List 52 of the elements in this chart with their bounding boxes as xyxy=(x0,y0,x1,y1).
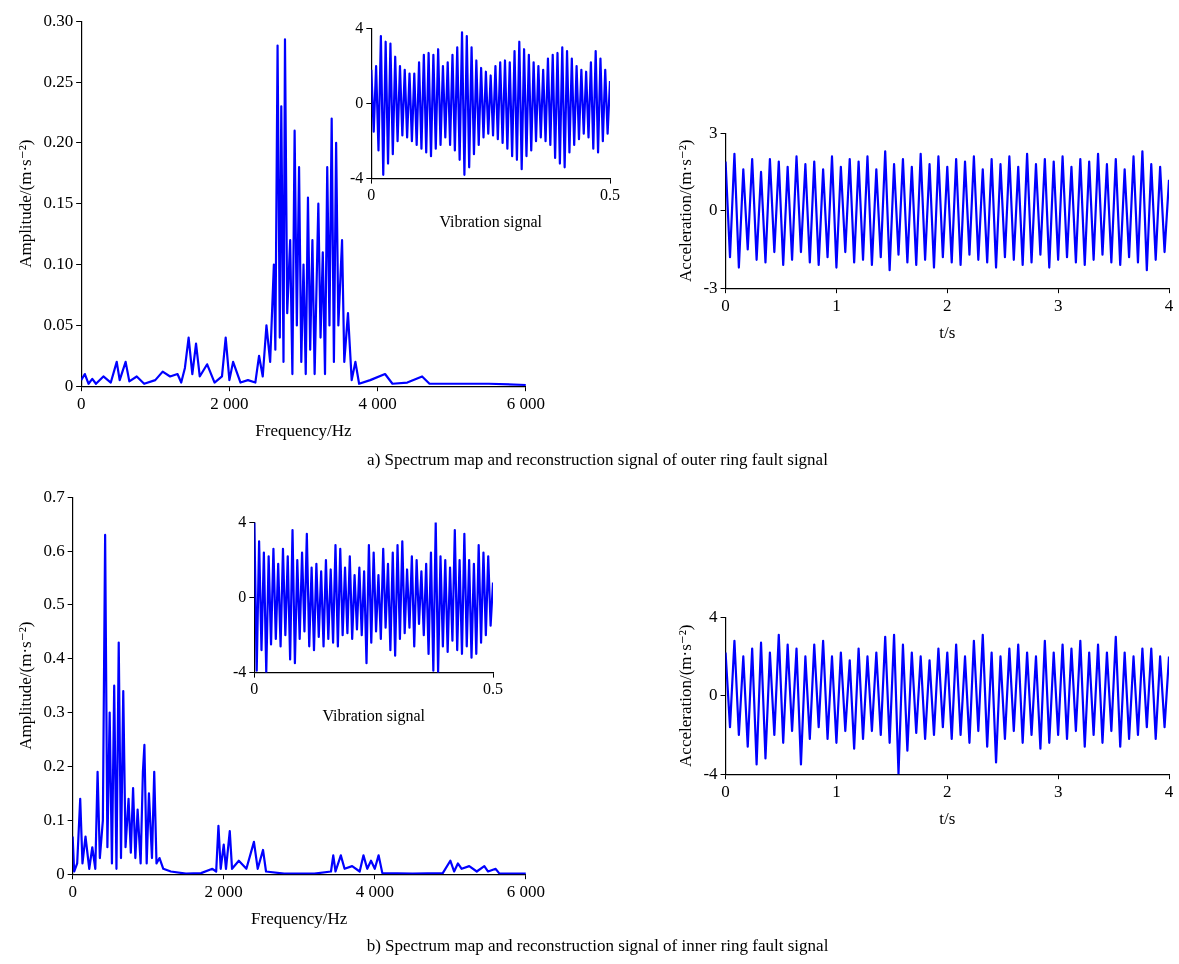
y-tick-label: 0 xyxy=(238,587,247,605)
x-axis-title: Vibration signal xyxy=(322,706,426,725)
y-tick-label: 4 xyxy=(355,18,364,36)
x-tick-label: 4 xyxy=(1164,295,1174,315)
x-tick-label: 1 xyxy=(832,781,841,801)
y-tick-label: 0 xyxy=(709,200,718,220)
y-tick-label: 0 xyxy=(355,93,364,111)
y-axis-title: Acceleration/(m·s⁻²) xyxy=(675,624,695,767)
y-tick-label: -4 xyxy=(703,763,719,783)
x-tick-label: 2 000 xyxy=(204,881,243,901)
x-axis-title: Vibration signal xyxy=(439,212,543,231)
y-tick-label: 0.3 xyxy=(43,702,65,722)
y-tick-label: 0.30 xyxy=(43,10,74,30)
text: b) Spectrum map and reconstruction signal of inner ring fault signal xyxy=(365,936,830,956)
y-tick-label: 3 xyxy=(709,122,718,142)
x-tick-label: 6 000 xyxy=(506,393,545,413)
x-tick-label: 4 xyxy=(1164,781,1174,801)
x-axis-title: t/s xyxy=(939,809,956,829)
x-tick-label: 1 xyxy=(832,295,841,315)
y-tick-label: 4 xyxy=(238,512,247,530)
y-tick-label: 0.2 xyxy=(43,755,65,775)
y-tick-label: 0 xyxy=(64,375,74,395)
y-tick-label: -4 xyxy=(233,662,247,680)
y-tick-label: 0.1 xyxy=(43,809,65,829)
y-tick-label: 0.6 xyxy=(43,540,65,560)
y-tick-label: 0.05 xyxy=(43,314,74,334)
x-tick-label: 2 xyxy=(943,295,952,315)
y-tick-label: 0 xyxy=(56,863,65,883)
x-tick-label: 2 xyxy=(943,781,952,801)
y-tick-label: 0.10 xyxy=(43,254,74,273)
text: a) Spectrum map and reconstruction signal of outer ring fault signal xyxy=(366,450,829,470)
x-tick-label: 3 xyxy=(1053,781,1063,801)
x-tick-label: 2 000 xyxy=(210,393,249,413)
y-tick-label: -4 xyxy=(350,168,364,186)
y-tick-label: 0.25 xyxy=(43,71,74,91)
y-axis-title: Amplitude/(m·s⁻²) xyxy=(15,621,35,750)
y-axis-title: Acceleration/(m·s⁻²) xyxy=(675,139,695,282)
x-axis-title: Frequency/Hz xyxy=(251,909,348,929)
x-tick-label: 4 000 xyxy=(358,393,397,413)
y-axis-title: Amplitude/(m·s⁻²) xyxy=(15,139,35,268)
y-tick-label: 0.4 xyxy=(43,648,66,668)
y-tick-label: 4 xyxy=(709,606,719,626)
x-axis-title: Frequency/Hz xyxy=(255,421,353,441)
y-tick-label: -3 xyxy=(703,277,718,297)
x-axis-title: t/s xyxy=(939,323,956,343)
y-tick-label: 0.7 xyxy=(43,486,66,506)
y-tick-label: 0.5 xyxy=(43,594,65,614)
y-tick-label: 0.20 xyxy=(43,132,74,152)
x-tick-label: 6 000 xyxy=(506,881,545,901)
x-tick-label: 3 xyxy=(1053,295,1063,315)
x-tick-label: 4 000 xyxy=(355,881,394,901)
y-tick-label: 0.15 xyxy=(43,193,74,213)
